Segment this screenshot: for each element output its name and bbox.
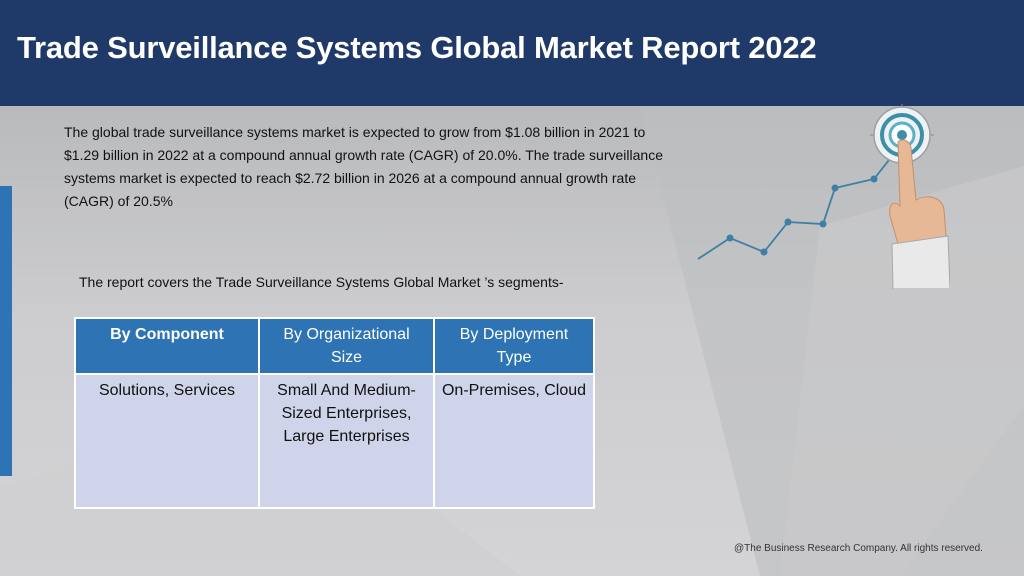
title-banner: Trade Surveillance Systems Global Market… bbox=[0, 0, 1024, 106]
copyright-footer: @The Business Research Company. All righ… bbox=[734, 543, 983, 554]
header-organizational-size: By Organizational Size bbox=[258, 317, 435, 375]
growth-line-icon bbox=[697, 145, 901, 260]
growth-graphic bbox=[697, 104, 950, 289]
side-accent-bar bbox=[0, 186, 12, 476]
segments-note: The report covers the Trade Surveillance… bbox=[79, 274, 564, 290]
header-deployment-type: By Deployment Type bbox=[433, 317, 595, 375]
cell-component: Solutions, Services bbox=[74, 373, 260, 509]
table-row: Solutions, Services Small And Medium-Siz… bbox=[74, 373, 595, 509]
cell-deployment-type: On-Premises, Cloud bbox=[433, 373, 595, 509]
page-title: Trade Surveillance Systems Global Market… bbox=[17, 30, 817, 65]
cell-organizational-size: Small And Medium-Sized Enterprises, Larg… bbox=[258, 373, 435, 509]
intro-paragraph: The global trade surveillance systems ma… bbox=[64, 124, 663, 209]
table-header-row: By Component By Organizational Size By D… bbox=[74, 317, 595, 375]
header-component: By Component bbox=[74, 317, 260, 375]
pointing-hand-icon bbox=[889, 139, 950, 289]
segments-table: By Component By Organizational Size By D… bbox=[74, 317, 595, 509]
